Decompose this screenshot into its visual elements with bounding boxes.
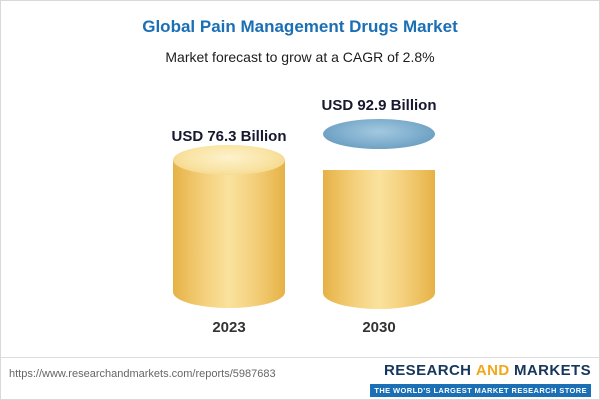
bar-2023-top-ellipse <box>173 145 285 175</box>
category-label-2023: 2023 <box>212 319 246 336</box>
logo-tagline: THE WORLD'S LARGEST MARKET RESEARCH STOR… <box>370 384 591 397</box>
footer-divider <box>1 357 599 358</box>
chart-title: Global Pain Management Drugs Market <box>142 17 458 36</box>
bar-2023-body <box>173 160 285 308</box>
category-label-2030: 2030 <box>362 319 396 336</box>
report-url-link[interactable]: https://www.researchandmarkets.com/repor… <box>9 368 276 380</box>
logo-word-research: RESEARCH <box>384 362 472 379</box>
bar-2030-cylinder <box>323 119 435 309</box>
value-label-2030: USD 92.9 Billion <box>321 97 437 114</box>
bar-2030-growth-top-ellipse <box>323 119 435 149</box>
bar-2030-base-segment <box>323 170 435 309</box>
logo-word-markets: MARKETS <box>514 362 591 379</box>
bar-2023-cylinder <box>173 145 285 308</box>
chart-subtitle: Market forecast to grow at a CAGR of 2.8… <box>165 49 435 65</box>
logo-word-and: AND <box>475 362 510 379</box>
value-label-2023: USD 76.3 Billion <box>171 128 287 145</box>
research-and-markets-logo: RESEARCH AND MARKETS THE WORLD'S LARGEST… <box>370 362 591 398</box>
logo-wordmark: RESEARCH AND MARKETS <box>370 362 591 380</box>
